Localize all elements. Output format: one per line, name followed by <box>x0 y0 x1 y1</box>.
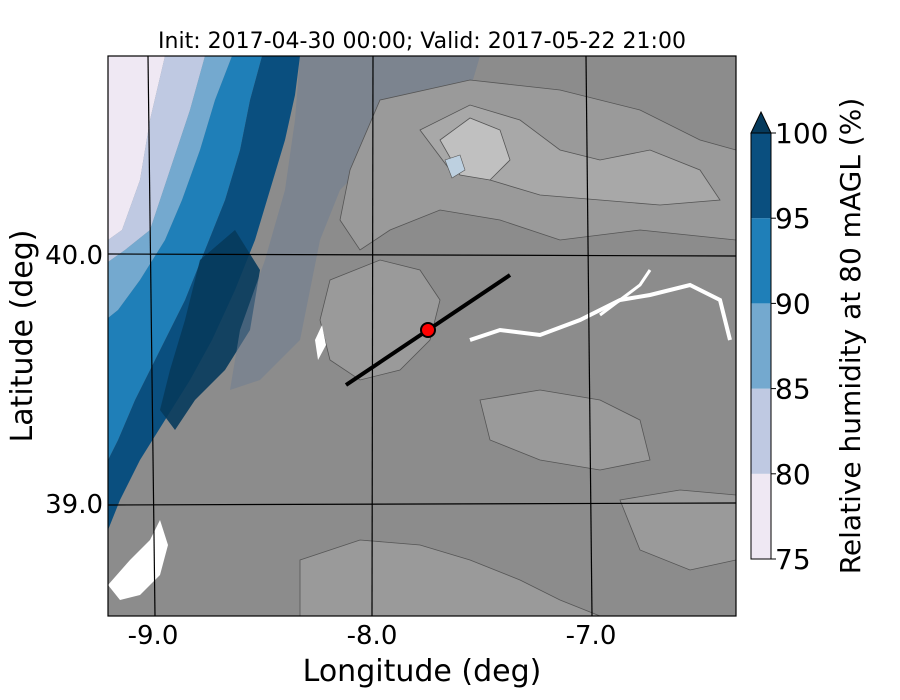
colorbar-band <box>751 388 771 474</box>
xaxis-label: Longitude (deg) <box>303 654 542 689</box>
map-frame <box>107 55 737 617</box>
site-marker[interactable] <box>420 322 436 338</box>
colorbar-band <box>751 303 771 389</box>
rh-band-75-80 <box>108 56 165 240</box>
graticule-line <box>147 56 156 616</box>
graticule-line <box>108 502 736 506</box>
rh-band-85-90 <box>108 56 232 318</box>
xtick-label: -9.0 <box>128 621 179 651</box>
colorbar-tick-label: 85 <box>775 373 811 406</box>
rh-band-90-95 <box>108 56 262 460</box>
nodata-patch <box>108 520 168 600</box>
colorbar-band <box>751 133 771 219</box>
ytick-label: 39.0 <box>45 490 103 520</box>
map-panel[interactable] <box>108 56 736 616</box>
terrain-contour <box>619 489 736 571</box>
terrain-contour <box>299 539 601 616</box>
graticule-line <box>371 56 374 616</box>
colorbar: 75 80 85 90 95 100 Relative humidity at 80 mA… <box>750 98 867 576</box>
xtick-label: -7.0 <box>566 621 617 651</box>
colorbar-band <box>751 218 771 304</box>
colorbar-tick-label: 100 <box>775 117 828 150</box>
colorbar-tick-label: 80 <box>775 458 811 491</box>
ytick-label: 40.0 <box>45 241 103 271</box>
colorbar-extend-max <box>750 110 772 134</box>
graticule-line <box>108 253 736 257</box>
xtick-label: -8.0 <box>347 621 398 651</box>
rh-band-over-100 <box>160 230 260 430</box>
nodata-river <box>599 269 652 317</box>
plot-title: Init: 2017-04-30 00:00; Valid: 2017-05-2… <box>158 29 686 54</box>
graticule-line <box>585 56 593 616</box>
colorbar-band <box>751 473 771 559</box>
colorbar-tick-label: 95 <box>775 202 811 235</box>
terrain-contour <box>444 154 466 179</box>
yaxis-label: Latitude (deg) <box>5 230 40 443</box>
rh-band-80-85 <box>108 56 205 262</box>
rh-haze <box>230 56 480 390</box>
colorbar-tick-label: 90 <box>775 287 811 320</box>
nodata-patch <box>315 325 326 360</box>
colorbar-label: Relative humidity at 80 mAGL (%) <box>834 98 867 575</box>
colorbar-frame <box>750 132 772 560</box>
terrain-contour <box>479 389 651 471</box>
colorbar-tick-label: 75 <box>775 543 811 576</box>
